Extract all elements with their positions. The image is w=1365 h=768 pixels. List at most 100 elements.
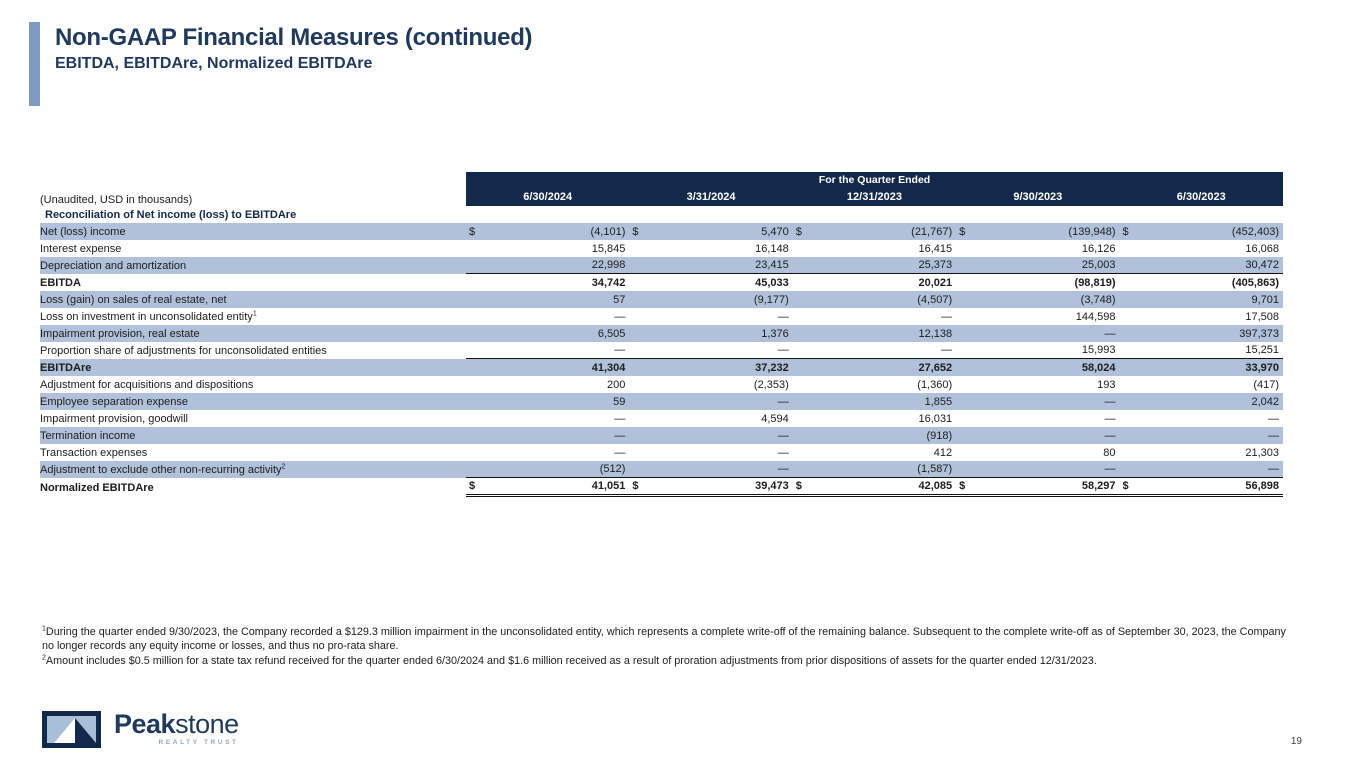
cell-value: (405,863)	[1231, 276, 1279, 289]
value-cell: (3,748)	[956, 291, 1119, 308]
value-cell: 80	[956, 444, 1119, 461]
accent-bar	[29, 22, 40, 106]
cell-value: —	[1104, 463, 1116, 475]
cell-value: 15,251	[1245, 344, 1279, 356]
cell-value: 56,898	[1245, 480, 1279, 492]
value-cell: $ (4,101)	[466, 223, 629, 240]
value-cell: —	[629, 461, 793, 478]
value-cell: 41,304	[466, 359, 629, 376]
cell-value: 27,652	[918, 361, 953, 374]
value-cell: $41,051	[466, 478, 630, 497]
cell-value: (3,748)	[1080, 293, 1116, 306]
cell-value: (21,767)	[911, 225, 953, 238]
table-row: Loss on investment in unconsolidated ent…	[40, 308, 1283, 325]
section-header-row: Reconciliation of Net income (loss) to E…	[40, 206, 1283, 223]
table-row: Impairment provision, real estate 6,505 1,…	[40, 325, 1283, 342]
value-cell: $ (21,767)	[793, 223, 956, 240]
cell-value: —	[614, 310, 626, 323]
slide-header: Non-GAAP Financial Measures (continued) …	[29, 22, 533, 106]
value-cell: 37,232	[629, 359, 792, 376]
value-cell: 1,855	[793, 393, 956, 410]
footnote: 2Amount includes $0.5 million for a stat…	[42, 654, 1097, 667]
cell-value: 41,051	[591, 480, 626, 492]
value-cell: 2,042	[1120, 393, 1283, 410]
value-cell: 58,024	[956, 359, 1119, 376]
dollar-sign: $	[632, 480, 639, 492]
cell-value: (452,403)	[1231, 225, 1279, 238]
cell-value: 59	[613, 395, 626, 408]
cell-value: 22,998	[591, 259, 626, 271]
value-cell: (1,360)	[793, 376, 956, 393]
row-label: EBITDA	[40, 276, 81, 289]
cell-value: 80	[1103, 446, 1116, 459]
row-label: Loss on investment in unconsolidated ent…	[40, 309, 257, 323]
table-row: EBITDA 34,742 45,033 20,021 (98,819) (405,863…	[40, 274, 1283, 291]
row-label: Net (loss) income	[40, 225, 126, 238]
value-cell: 25,373	[792, 257, 957, 274]
value-cell: —	[956, 427, 1119, 444]
dollar-sign: $	[632, 225, 639, 238]
row-label: Employee separation expense	[40, 395, 188, 408]
peakstone-logo-icon	[42, 711, 101, 748]
row-label: Impairment provision, real estate	[40, 327, 200, 340]
cell-value: 25,003	[1081, 259, 1116, 271]
cell-value: 58,297	[1081, 480, 1116, 492]
table-row: Adjustment for acquisitions and disposit…	[40, 376, 1283, 393]
value-cell: —	[466, 427, 629, 444]
value-cell: —	[466, 444, 629, 461]
value-cell: $42,085	[792, 478, 957, 497]
value-cell: (9,177)	[629, 291, 792, 308]
value-cell: 15,251	[1119, 342, 1283, 359]
value-cell: 200	[466, 376, 629, 393]
value-cell: (405,863)	[1120, 274, 1283, 291]
value-cell: $39,473	[629, 478, 793, 497]
value-cell: (4,507)	[793, 291, 956, 308]
cell-value: 39,473	[755, 480, 789, 492]
row-label: Proportion share of adjustments for unco…	[40, 344, 327, 357]
cell-value: 6,505	[597, 327, 626, 340]
cell-value: —	[1104, 395, 1116, 408]
value-cell: 17,508	[1120, 308, 1283, 325]
table-row: Normalized EBITDAre $41,051 $39,473 $42,085…	[40, 478, 1283, 497]
table-row: Adjustment to exclude other non-recurrin…	[40, 461, 1283, 478]
cell-value: 41,304	[591, 361, 626, 374]
cell-value: 2,042	[1251, 395, 1279, 408]
value-cell: 57	[466, 291, 629, 308]
value-cell: 12,138	[793, 325, 956, 342]
cell-value: —	[941, 310, 953, 323]
value-cell: —	[629, 393, 792, 410]
cell-value: —	[1104, 429, 1116, 442]
cell-value: 58,024	[1081, 361, 1116, 374]
footnote: 1During the quarter ended 9/30/2023, the…	[42, 625, 1286, 652]
cell-value: —	[614, 446, 626, 459]
section-header: Reconciliation of Net income (loss) to E…	[45, 208, 297, 221]
value-cell: 45,033	[629, 274, 792, 291]
column-header: 12/31/2023	[792, 187, 957, 206]
row-label: Adjustment for acquisitions and disposit…	[40, 378, 254, 391]
row-label: Impairment provision, goodwill	[40, 412, 188, 425]
date-header-row: (Unaudited, USD in thousands) 6/30/2024 …	[40, 187, 1283, 206]
cell-value: (1,587)	[917, 463, 953, 475]
value-cell: $ (452,403)	[1120, 223, 1283, 240]
cell-value: 23,415	[755, 259, 789, 271]
value-cell: 397,373	[1120, 325, 1283, 342]
cell-value: 17,508	[1245, 310, 1279, 323]
value-cell: $56,898	[1119, 478, 1283, 497]
value-cell: 16,031	[793, 410, 956, 427]
cell-value: 16,415	[918, 242, 953, 255]
cell-value: 15,845	[591, 242, 626, 255]
row-label: Depreciation and amortization	[40, 259, 187, 272]
value-cell: 412	[793, 444, 956, 461]
page-subtitle: EBITDA, EBITDAre, Normalized EBITDAre	[55, 54, 373, 72]
column-header: 3/31/2024	[629, 187, 793, 206]
row-label: Interest expense	[40, 242, 122, 255]
row-label: EBITDAre	[40, 361, 92, 374]
dollar-sign: $	[469, 225, 476, 238]
value-cell: —	[466, 342, 630, 359]
cell-value: (918)	[926, 429, 953, 442]
row-label: Normalized EBITDAre	[40, 481, 154, 494]
brand-name-light: stone	[175, 709, 239, 739]
quarter-header-row: For the Quarter Ended	[40, 172, 1283, 187]
cell-value: 1,855	[924, 395, 953, 408]
